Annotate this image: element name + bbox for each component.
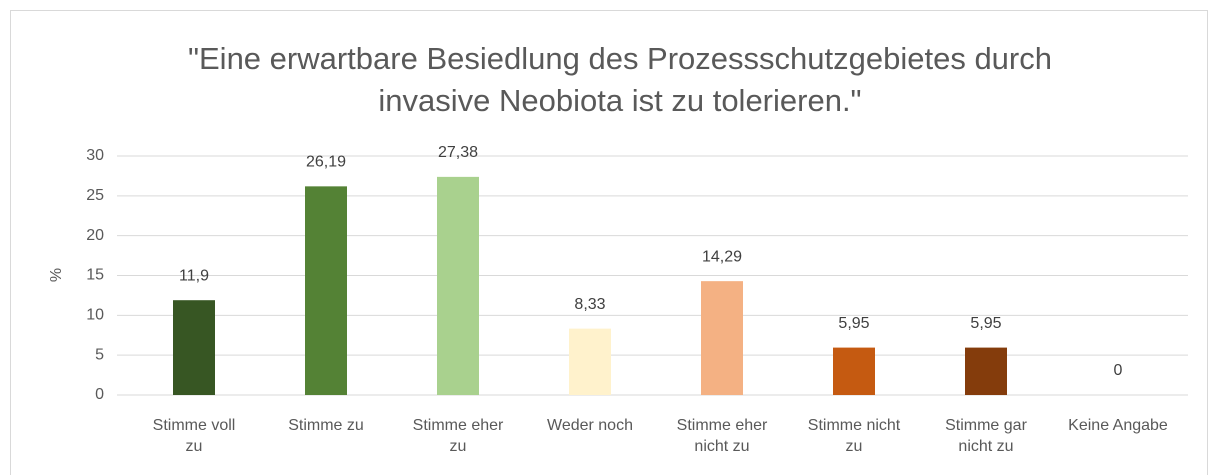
y-tick-label: 15 (86, 267, 104, 284)
data-label: 27,38 (438, 144, 478, 161)
x-tick-label: Stimme eher nicht zu (676, 417, 768, 455)
chart-border (10, 10, 1208, 475)
data-label: 26,19 (306, 154, 346, 171)
x-tick-label: Stimme voll zu (152, 417, 236, 455)
y-tick-label: 30 (86, 147, 104, 164)
y-tick-label: 0 (95, 386, 104, 403)
data-label: 14,29 (702, 248, 742, 265)
bar (965, 347, 1007, 395)
x-tick-label: Weder noch (547, 417, 633, 434)
bar (569, 328, 611, 395)
data-label: 8,33 (574, 296, 605, 313)
y-axis-label: % (48, 268, 65, 282)
y-tick-label: 10 (86, 307, 104, 324)
x-tick-label: Stimme nicht zu (807, 417, 901, 455)
x-tick-label: Stimme zu (288, 417, 364, 434)
bar (833, 347, 875, 395)
y-tick-label: 5 (95, 346, 104, 363)
bar (701, 281, 743, 395)
x-tick-label: Keine Angabe (1068, 417, 1168, 434)
y-tick-label: 20 (86, 227, 104, 244)
x-tick-label: Stimme gar nicht zu (945, 417, 1027, 455)
bar (173, 300, 215, 395)
bar (437, 176, 479, 395)
y-tick-label: 25 (86, 187, 104, 204)
data-label: 0 (1114, 362, 1123, 379)
data-label: 5,95 (838, 315, 869, 332)
data-label: 5,95 (970, 315, 1001, 332)
x-tick-label: Stimme eher zu (412, 417, 504, 455)
data-label: 11,9 (179, 267, 209, 284)
chart-title: "Eine erwartbare Besiedlung des Prozesss… (188, 41, 1052, 118)
bar (305, 186, 347, 395)
